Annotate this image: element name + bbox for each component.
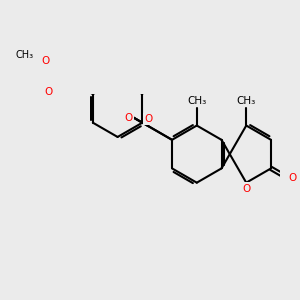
Text: CH₃: CH₃ [237,96,256,106]
Text: O: O [124,113,133,123]
Text: CH₃: CH₃ [16,50,34,60]
Text: CH₃: CH₃ [187,96,206,106]
Text: O: O [144,114,153,124]
Text: O: O [42,56,50,66]
Text: O: O [289,173,297,183]
Text: O: O [44,87,53,97]
Text: O: O [242,184,250,194]
